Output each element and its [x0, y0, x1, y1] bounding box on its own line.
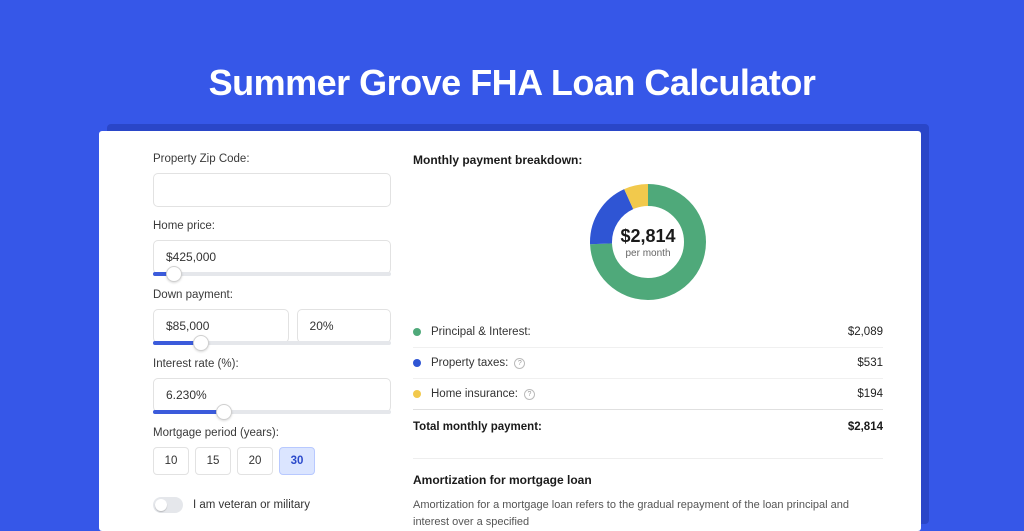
donut-amount: $2,814 — [620, 226, 675, 247]
breakdown-column: Monthly payment breakdown: $2,814 per mo… — [413, 153, 883, 531]
slider-fill — [153, 410, 224, 414]
total-label: Total monthly payment: — [413, 421, 542, 433]
amortization-text: Amortization for a mortgage loan refers … — [413, 497, 883, 530]
amortization-title: Amortization for mortgage loan — [413, 473, 883, 487]
mortgage-period-options: 10152030 — [153, 447, 391, 475]
slider-thumb[interactable] — [193, 335, 209, 351]
home-price-label: Home price: — [153, 220, 391, 232]
calculator-card: Property Zip Code: Home price: Down paym… — [99, 131, 921, 531]
period-option-30[interactable]: 30 — [279, 447, 315, 475]
legend-dot — [413, 359, 421, 367]
page-title: Summer Grove FHA Loan Calculator — [0, 62, 1024, 104]
down-payment-percent-input[interactable] — [297, 309, 391, 343]
period-option-15[interactable]: 15 — [195, 447, 231, 475]
breakdown-label: Principal & Interest: — [431, 326, 531, 338]
slider-thumb[interactable] — [216, 404, 232, 420]
interest-rate-input[interactable] — [153, 378, 391, 412]
breakdown-value: $194 — [857, 388, 883, 400]
down-payment-amount-input[interactable] — [153, 309, 289, 343]
donut-sub: per month — [625, 248, 670, 259]
zip-input[interactable] — [153, 173, 391, 207]
zip-label: Property Zip Code: — [153, 153, 391, 165]
interest-rate-label: Interest rate (%): — [153, 358, 391, 370]
donut-chart: $2,814 per month — [587, 181, 709, 303]
info-icon[interactable]: ? — [514, 358, 525, 369]
legend-dot — [413, 390, 421, 398]
breakdown-value: $2,089 — [848, 326, 883, 338]
breakdown-row: Principal & Interest: $2,089 — [413, 317, 883, 347]
breakdown-list: Principal & Interest: $2,089 Property taxe… — [413, 317, 883, 409]
veteran-toggle[interactable] — [153, 497, 183, 513]
period-option-10[interactable]: 10 — [153, 447, 189, 475]
amortization-section: Amortization for mortgage loan Amortizat… — [413, 458, 883, 530]
donut-center: $2,814 per month — [587, 181, 709, 303]
interest-rate-slider[interactable] — [153, 410, 391, 414]
breakdown-label: Home insurance: — [431, 388, 518, 400]
info-icon[interactable]: ? — [524, 389, 535, 400]
period-option-20[interactable]: 20 — [237, 447, 273, 475]
home-price-input[interactable] — [153, 240, 391, 274]
veteran-label: I am veteran or military — [193, 499, 310, 511]
inputs-column: Property Zip Code: Home price: Down paym… — [153, 153, 391, 531]
donut-chart-wrap: $2,814 per month — [413, 173, 883, 317]
breakdown-title: Monthly payment breakdown: — [413, 153, 883, 167]
breakdown-row: Property taxes:? $531 — [413, 347, 883, 378]
home-price-slider[interactable] — [153, 272, 391, 276]
breakdown-total-row: Total monthly payment: $2,814 — [413, 409, 883, 442]
breakdown-row: Home insurance:? $194 — [413, 378, 883, 409]
legend-dot — [413, 328, 421, 336]
down-payment-label: Down payment: — [153, 289, 391, 301]
breakdown-label: Property taxes: — [431, 357, 508, 369]
hero-banner: Summer Grove FHA Loan Calculator — [0, 0, 1024, 104]
total-value: $2,814 — [848, 421, 883, 433]
breakdown-value: $531 — [857, 357, 883, 369]
down-payment-slider[interactable] — [153, 341, 391, 345]
slider-thumb[interactable] — [166, 266, 182, 282]
mortgage-period-label: Mortgage period (years): — [153, 427, 391, 439]
